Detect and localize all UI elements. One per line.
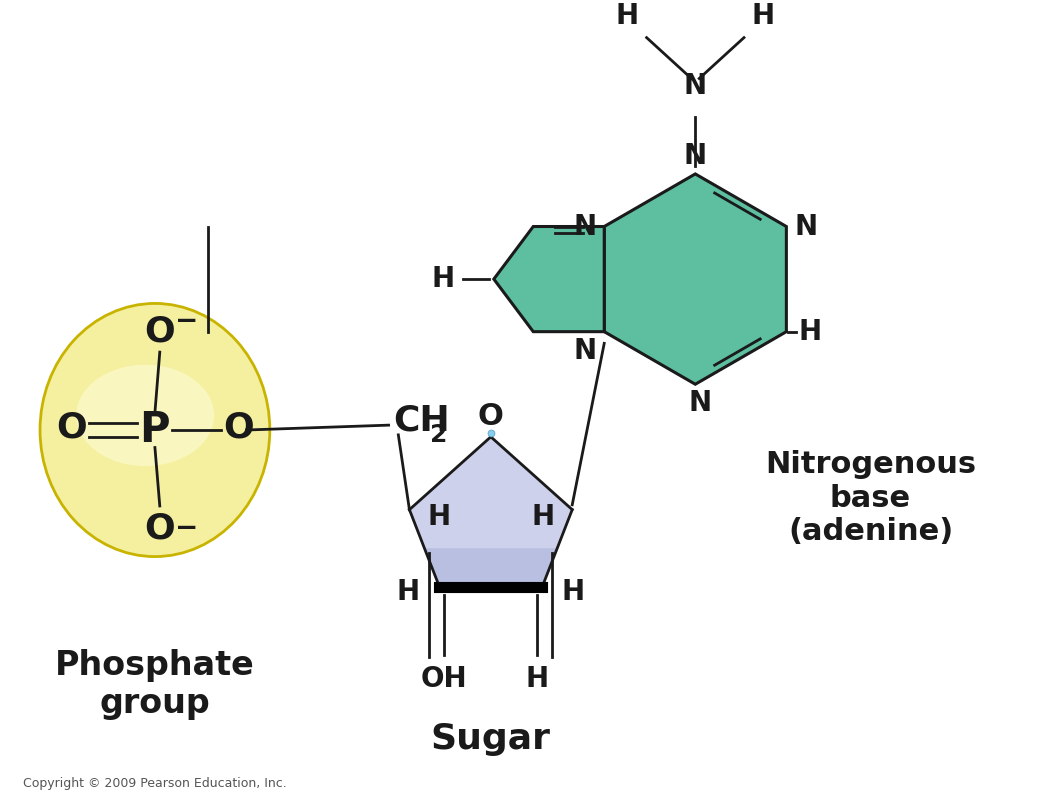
Text: O: O — [56, 410, 87, 444]
Text: O: O — [144, 512, 175, 546]
Text: H: H — [396, 578, 420, 606]
Polygon shape — [410, 437, 573, 548]
Text: O: O — [478, 402, 504, 431]
Text: −: − — [175, 514, 198, 542]
Polygon shape — [493, 226, 604, 332]
Text: Phosphate
group: Phosphate group — [55, 649, 254, 720]
Ellipse shape — [40, 303, 270, 557]
Text: N: N — [574, 337, 597, 365]
Text: H: H — [562, 578, 585, 606]
Text: H: H — [798, 318, 821, 346]
Text: H: H — [526, 665, 549, 693]
Text: OH: OH — [421, 665, 467, 693]
Polygon shape — [410, 437, 573, 586]
Text: H: H — [427, 503, 451, 531]
Text: H: H — [532, 503, 555, 531]
Text: Sugar: Sugar — [431, 722, 551, 756]
Text: H: H — [752, 2, 775, 30]
Text: −: − — [175, 306, 198, 334]
Text: N: N — [684, 142, 707, 170]
Text: N: N — [684, 72, 707, 100]
Ellipse shape — [76, 365, 214, 466]
Text: O: O — [144, 314, 175, 348]
Text: CH: CH — [393, 403, 451, 438]
Polygon shape — [604, 174, 786, 384]
Text: O: O — [223, 410, 253, 444]
Text: Nitrogenous
base
(adenine): Nitrogenous base (adenine) — [765, 450, 976, 546]
Text: 2: 2 — [431, 423, 447, 447]
Text: N: N — [794, 213, 818, 241]
Text: H: H — [432, 265, 455, 293]
Text: H: H — [615, 2, 638, 30]
Text: N: N — [574, 213, 597, 241]
Text: N: N — [688, 389, 711, 417]
Text: P: P — [140, 409, 170, 451]
Text: Copyright © 2009 Pearson Education, Inc.: Copyright © 2009 Pearson Education, Inc. — [24, 778, 287, 790]
